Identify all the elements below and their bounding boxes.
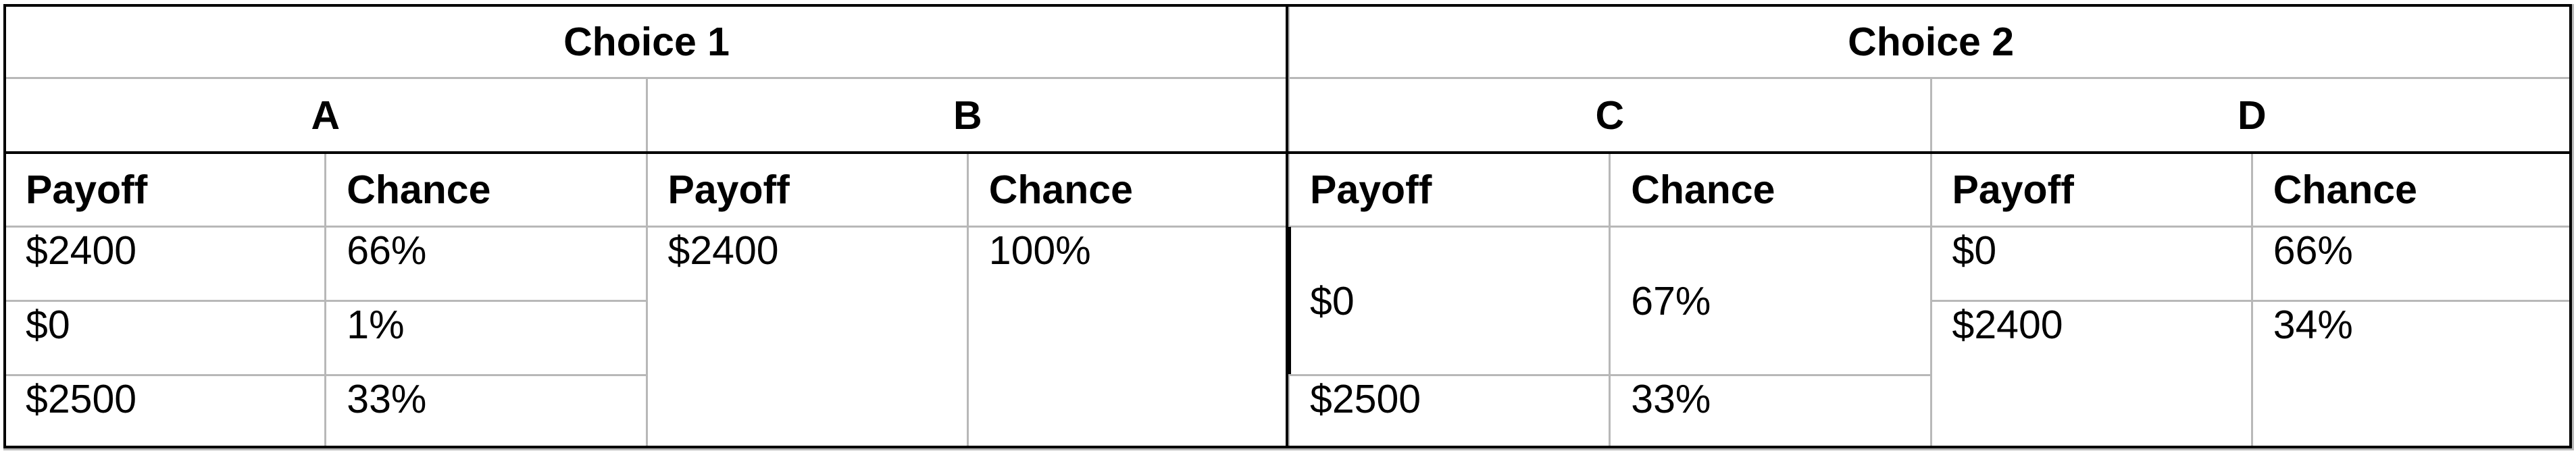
a-payoff-cell: $2500 — [3, 374, 327, 450]
d-chance-cell: 34% — [2250, 300, 2575, 450]
a-chance-header: Chance — [324, 151, 648, 228]
a-payoff-cell: $0 — [3, 300, 327, 376]
table-row: $2500 33% $2500 33% — [3, 374, 2573, 450]
d-chance-header: Chance — [2250, 151, 2575, 228]
d-payoff-header: Payoff — [1929, 151, 2253, 228]
c-chance-cell: 67% — [1609, 226, 1932, 376]
c-payoff-cell: $2500 — [1288, 374, 1611, 450]
choice-2-header: Choice 2 — [1288, 4, 2575, 79]
c-chance-header: Chance — [1609, 151, 1932, 228]
d-chance-cell: 66% — [2250, 226, 2575, 302]
choice-1-header: Choice 1 — [3, 4, 1290, 79]
choice-table: Choice 1 Choice 2 A B C D Payoff Chance … — [3, 4, 2575, 450]
option-d-header: D — [1929, 77, 2575, 153]
b-chance-header: Chance — [966, 151, 1290, 228]
d-payoff-cell: $0 — [1929, 226, 2253, 302]
a-payoff-header: Payoff — [3, 151, 327, 228]
b-payoff-cell: $2400 — [645, 226, 969, 450]
d-payoff-cell: $2400 — [1929, 300, 2253, 450]
table-row: $2400 66% $2400 100% $0 67% $0 66% — [3, 226, 2575, 450]
column-header-row: Payoff Chance Payoff Chance Payoff Chanc… — [3, 151, 2575, 228]
option-c-header: C — [1288, 77, 1932, 153]
c-chance-cell: 33% — [1609, 374, 1932, 450]
a-chance-cell: 1% — [324, 300, 648, 376]
table-row: $0 1% $2400 34% — [3, 300, 2575, 450]
b-chance-cell: 100% — [966, 226, 1290, 450]
c-payoff-cell: $0 — [1288, 226, 1611, 376]
a-payoff-cell: $2400 — [3, 226, 327, 302]
c-payoff-header: Payoff — [1288, 151, 1611, 228]
a-chance-cell: 33% — [324, 374, 648, 450]
option-b-header: B — [645, 77, 1290, 153]
option-header-row: A B C D — [3, 77, 2575, 153]
b-payoff-header: Payoff — [645, 151, 969, 228]
a-chance-cell: 66% — [324, 226, 648, 302]
group-header-row: Choice 1 Choice 2 — [3, 4, 2575, 79]
option-a-header: A — [3, 77, 648, 153]
